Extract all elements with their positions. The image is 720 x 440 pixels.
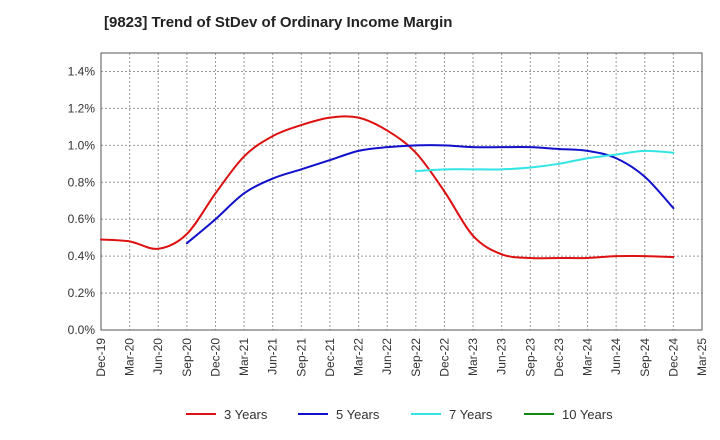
y-tick-label: 0.0% [68, 323, 96, 337]
legend-label-3-years: 3 Years [224, 407, 268, 422]
x-tick-label: Mar-24 [581, 338, 595, 376]
x-tick-label: Jun-21 [266, 338, 280, 375]
y-tick-label: 0.2% [68, 286, 96, 300]
x-tick-label: Sep-20 [180, 338, 194, 377]
series-layer [100, 115, 675, 260]
series-line-7-years [414, 149, 675, 173]
x-tick-label: Mar-25 [695, 338, 709, 376]
y-tick-label: 0.6% [68, 212, 96, 226]
x-tick-label: Mar-22 [352, 338, 366, 376]
y-tick-label: 1.0% [68, 138, 96, 152]
series-line-5-years [185, 144, 675, 245]
x-tick-label: Jun-22 [380, 338, 394, 375]
axis-layer: 0.0% 0.2% 0.4% 0.6% 0.8% 1.0% 1.2% 1.4% Dec-19 Ma… [68, 52, 709, 377]
x-tick-label: Jun-23 [495, 338, 509, 375]
x-tick-label: Dec-21 [323, 338, 337, 377]
x-tick-label: Dec-23 [552, 338, 566, 377]
x-tick-label: Sep-23 [523, 338, 537, 377]
x-tick-label: Dec-22 [437, 338, 451, 377]
x-tick-label: Jun-20 [151, 338, 165, 375]
y-tick-label: 0.4% [68, 249, 96, 263]
y-tick-label: 1.2% [68, 101, 96, 115]
y-tick-label: 0.8% [68, 175, 96, 189]
x-tick-label: Dec-20 [208, 338, 222, 377]
x-tick-label: Mar-21 [237, 338, 251, 376]
legend-label-5-years: 5 Years [336, 407, 380, 422]
x-tick-label: Dec-19 [94, 338, 108, 377]
plot-border [100, 52, 703, 331]
chart-title: [9823] Trend of StDev of Ordinary Income… [104, 14, 453, 31]
x-tick-label: Dec-24 [666, 338, 680, 377]
grid-layer [101, 53, 702, 330]
series-line-3-years [100, 115, 675, 260]
y-tick-label: 1.4% [68, 64, 96, 78]
legend: 3 Years 5 Years 7 Years 10 Years [186, 407, 613, 422]
legend-label-7-years: 7 Years [449, 407, 493, 422]
x-tick-label: Sep-24 [638, 338, 652, 377]
x-tick-label: Sep-21 [294, 338, 308, 377]
x-tick-label: Sep-22 [409, 338, 423, 377]
x-tick-label: Mar-20 [123, 338, 137, 376]
x-tick-label: Jun-24 [609, 338, 623, 375]
legend-label-10-years: 10 Years [562, 407, 613, 422]
x-tick-label: Mar-23 [466, 338, 480, 376]
